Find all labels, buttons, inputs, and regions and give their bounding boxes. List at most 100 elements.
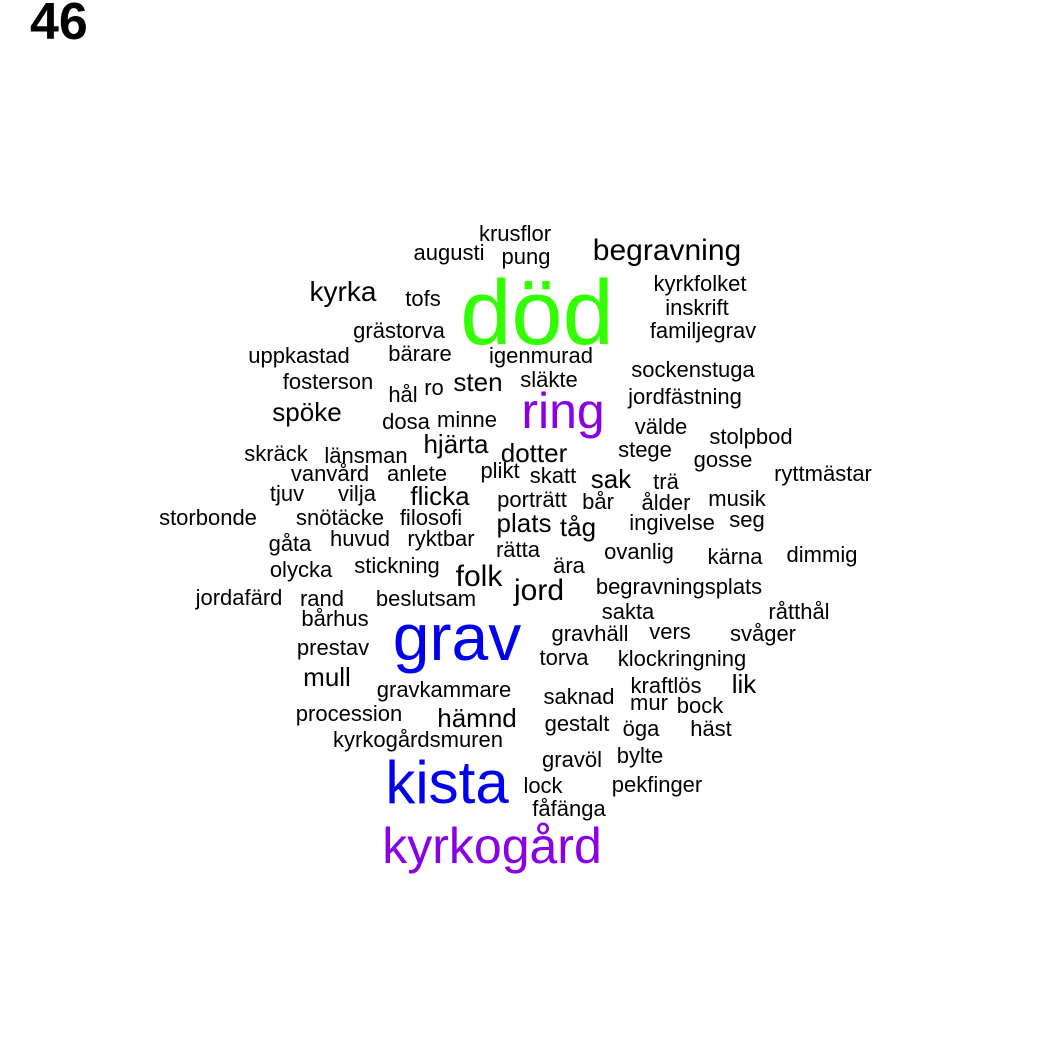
word-91: gestalt [544,711,610,736]
word-16: bärare [388,341,452,366]
word-34: stege [618,437,672,462]
word-57: gåta [268,531,312,556]
word-59: ryktbar [407,526,475,551]
word-3: kyrkogård [382,818,602,874]
word-29: stolpbod [709,424,793,449]
word-2: kista [385,749,509,816]
word-93: häst [690,716,732,741]
word-13: grästorva [353,318,445,343]
word-87: mur [630,690,668,715]
word-75: bårhus [301,606,369,631]
word-69: begravningsplats [595,574,763,599]
word-19: fosterson [282,369,374,394]
word-40: sak [590,464,632,494]
word-89: procession [295,701,403,726]
word-78: svåger [729,621,797,646]
word-4: ring [521,383,605,439]
word-35: gosse [693,447,753,472]
word-37: anlete [387,461,447,486]
word-65: stickning [354,553,440,578]
word-17: igenmurad [489,343,593,368]
word-48: ålder [641,490,691,515]
word-28: välde [634,414,688,439]
word-10: tofs [405,286,441,311]
word-42: ryttmästar [774,461,872,486]
word-5: krusflor [478,221,552,246]
word-41: trä [653,469,679,494]
word-92: öga [622,716,660,741]
word-61: ovanlig [604,539,674,564]
word-0: död [460,262,614,364]
word-82: mull [303,662,351,692]
word-98: pekfinger [611,772,703,797]
word-95: gravöl [542,747,602,772]
word-30: skräck [244,441,308,466]
word-43: tjuv [269,481,305,506]
word-62: kärna [707,544,763,569]
word-27: minne [437,407,497,432]
word-8: begravning [592,234,742,267]
word-50: storbonde [159,505,257,530]
word-45: flicka [410,481,470,511]
word-18: sockenstuga [631,357,755,382]
word-25: spöke [272,397,342,427]
word-85: gravkammare [376,677,512,702]
word-52: filosofi [399,505,463,530]
word-31: länsman [324,443,408,468]
word-77: vers [649,619,691,644]
word-68: jord [513,574,565,607]
word-79: prestav [296,635,370,660]
word-7: pung [501,244,551,269]
word-20: hål [388,382,418,407]
word-32: hjärta [423,429,489,459]
word-66: folk [455,560,503,593]
word-56: seg [729,507,765,532]
word-9: kyrka [309,276,377,307]
word-39: skatt [529,463,577,488]
word-1: grav [392,600,522,674]
word-24: jordfästning [628,384,742,409]
word-47: bår [582,489,614,514]
word-14: familjegrav [649,318,757,343]
word-21: ro [424,375,444,400]
word-88: bock [676,693,724,718]
word-64: olycka [269,557,333,582]
page-title: 46 [30,0,88,51]
word-6: augusti [413,240,485,265]
word-83: kraftlös [630,673,702,698]
word-36: vanvård [290,461,370,486]
word-94: kyrkogårdsmuren [333,727,503,752]
word-46: porträtt [497,487,567,512]
word-70: jordafärd [195,585,283,610]
word-22: sten [453,367,503,397]
word-76: gravhäll [551,621,629,646]
word-38: plikt [480,458,520,483]
word-73: sakta [601,599,655,624]
word-99: fåfänga [532,796,606,821]
word-44: vilja [338,481,376,506]
word-58: huvud [330,526,390,551]
word-63: dimmig [786,542,858,567]
word-49: musik [708,486,766,511]
word-33: dotter [500,438,568,468]
word-90: hämnd [437,703,517,733]
word-11: kyrkfolket [653,271,747,296]
word-23: släkte [520,367,578,392]
word-72: beslutsam [375,586,477,611]
word-12: inskrift [665,295,729,320]
word-86: saknad [543,684,615,709]
word-60: rätta [495,537,541,562]
word-54: tåg [559,512,597,542]
word-26: dosa [382,409,430,434]
word-97: lock [523,773,563,798]
word-51: snötäcke [295,505,385,530]
word-67: ära [553,553,585,578]
word-96: bylte [616,743,664,768]
word-55: ingivelse [629,510,715,535]
word-81: klockringning [617,646,747,671]
word-80: torva [539,645,589,670]
word-53: plats [496,508,552,538]
word-15: uppkastad [248,343,350,368]
